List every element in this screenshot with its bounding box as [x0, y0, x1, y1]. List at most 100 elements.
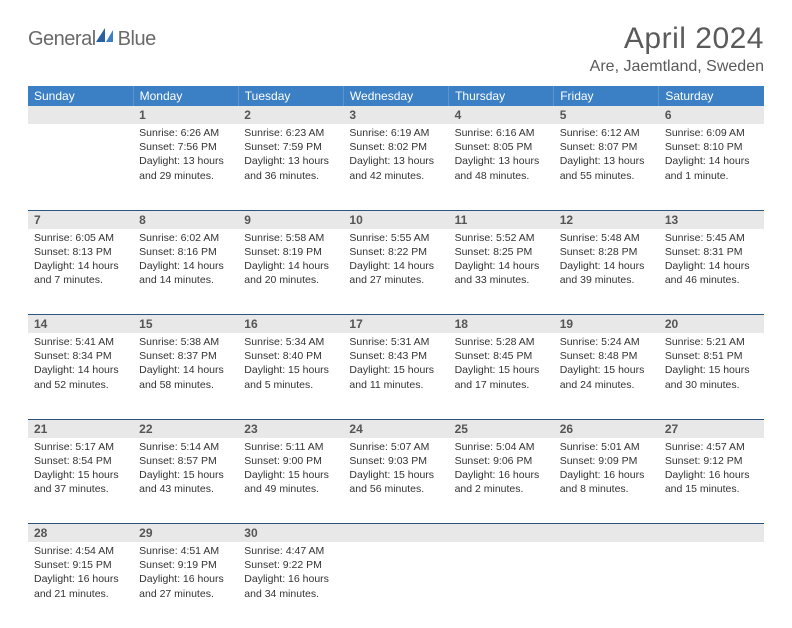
sunset-text: Sunset: 7:59 PM — [244, 140, 337, 154]
day-number-cell: 18 — [449, 315, 554, 334]
sunrise-text: Sunrise: 6:05 AM — [34, 231, 127, 245]
logo-text-1: General — [28, 28, 96, 51]
day-detail-cell: Sunrise: 4:54 AMSunset: 9:15 PMDaylight:… — [28, 542, 133, 628]
day-number-cell: 13 — [659, 210, 764, 229]
sunset-text: Sunset: 9:19 PM — [139, 558, 232, 572]
day-detail-cell: Sunrise: 6:09 AMSunset: 8:10 PMDaylight:… — [659, 124, 764, 210]
day-number-cell — [449, 524, 554, 543]
day-number-cell: 12 — [554, 210, 659, 229]
weekday-header: Wednesday — [343, 86, 448, 106]
day1-text: Daylight: 15 hours — [560, 363, 653, 377]
sunrise-text: Sunrise: 5:55 AM — [349, 231, 442, 245]
sunset-text: Sunset: 8:37 PM — [139, 349, 232, 363]
day2-text: and 56 minutes. — [349, 482, 442, 496]
day1-text: Daylight: 14 hours — [665, 154, 758, 168]
day-detail-cell: Sunrise: 5:31 AMSunset: 8:43 PMDaylight:… — [343, 333, 448, 419]
day1-text: Daylight: 15 hours — [34, 468, 127, 482]
day-number-cell: 22 — [133, 419, 238, 438]
sunset-text: Sunset: 8:13 PM — [34, 245, 127, 259]
sunrise-text: Sunrise: 6:16 AM — [455, 126, 548, 140]
day-number-cell: 20 — [659, 315, 764, 334]
day-number-cell: 26 — [554, 419, 659, 438]
sunset-text: Sunset: 7:56 PM — [139, 140, 232, 154]
day-number-row: 14151617181920 — [28, 315, 764, 334]
day1-text: Daylight: 14 hours — [244, 259, 337, 273]
day-number-cell — [554, 524, 659, 543]
day1-text: Daylight: 16 hours — [244, 572, 337, 586]
day-detail-cell: Sunrise: 5:34 AMSunset: 8:40 PMDaylight:… — [238, 333, 343, 419]
day1-text: Daylight: 16 hours — [455, 468, 548, 482]
day-number-cell: 15 — [133, 315, 238, 334]
day1-text: Daylight: 13 hours — [244, 154, 337, 168]
sunrise-text: Sunrise: 6:09 AM — [665, 126, 758, 140]
day1-text: Daylight: 15 hours — [665, 363, 758, 377]
sunset-text: Sunset: 8:02 PM — [349, 140, 442, 154]
day1-text: Daylight: 16 hours — [560, 468, 653, 482]
sunrise-text: Sunrise: 4:57 AM — [665, 440, 758, 454]
sunrise-text: Sunrise: 4:47 AM — [244, 544, 337, 558]
day-number-cell: 24 — [343, 419, 448, 438]
sunset-text: Sunset: 8:48 PM — [560, 349, 653, 363]
day1-text: Daylight: 14 hours — [34, 363, 127, 377]
day-number-cell: 4 — [449, 106, 554, 124]
sunset-text: Sunset: 8:19 PM — [244, 245, 337, 259]
day-number-cell: 11 — [449, 210, 554, 229]
day-detail-cell — [659, 542, 764, 628]
sunrise-text: Sunrise: 5:17 AM — [34, 440, 127, 454]
sunset-text: Sunset: 9:06 PM — [455, 454, 548, 468]
day2-text: and 48 minutes. — [455, 169, 548, 183]
sunset-text: Sunset: 8:10 PM — [665, 140, 758, 154]
day-detail-cell: Sunrise: 5:24 AMSunset: 8:48 PMDaylight:… — [554, 333, 659, 419]
day-detail-cell: Sunrise: 5:38 AMSunset: 8:37 PMDaylight:… — [133, 333, 238, 419]
day-detail-cell: Sunrise: 5:48 AMSunset: 8:28 PMDaylight:… — [554, 229, 659, 315]
day-detail-cell: Sunrise: 4:47 AMSunset: 9:22 PMDaylight:… — [238, 542, 343, 628]
month-title: April 2024 — [590, 22, 764, 56]
sunrise-text: Sunrise: 5:11 AM — [244, 440, 337, 454]
day-detail-cell: Sunrise: 5:14 AMSunset: 8:57 PMDaylight:… — [133, 438, 238, 524]
day2-text: and 30 minutes. — [665, 378, 758, 392]
day-detail-cell: Sunrise: 5:04 AMSunset: 9:06 PMDaylight:… — [449, 438, 554, 524]
sunrise-text: Sunrise: 5:52 AM — [455, 231, 548, 245]
day1-text: Daylight: 16 hours — [665, 468, 758, 482]
day1-text: Daylight: 15 hours — [349, 363, 442, 377]
day-number-cell: 21 — [28, 419, 133, 438]
day2-text: and 52 minutes. — [34, 378, 127, 392]
day-number-cell — [659, 524, 764, 543]
day-number-row: 21222324252627 — [28, 419, 764, 438]
sunrise-text: Sunrise: 6:23 AM — [244, 126, 337, 140]
day1-text: Daylight: 14 hours — [455, 259, 548, 273]
sunset-text: Sunset: 8:25 PM — [455, 245, 548, 259]
day1-text: Daylight: 15 hours — [244, 363, 337, 377]
day-number-cell: 27 — [659, 419, 764, 438]
day-detail-cell: Sunrise: 5:21 AMSunset: 8:51 PMDaylight:… — [659, 333, 764, 419]
day-detail-cell: Sunrise: 5:41 AMSunset: 8:34 PMDaylight:… — [28, 333, 133, 419]
day-detail-cell: Sunrise: 5:55 AMSunset: 8:22 PMDaylight:… — [343, 229, 448, 315]
sunset-text: Sunset: 8:40 PM — [244, 349, 337, 363]
day-number-cell: 17 — [343, 315, 448, 334]
day2-text: and 21 minutes. — [34, 587, 127, 601]
sunset-text: Sunset: 8:45 PM — [455, 349, 548, 363]
day2-text: and 49 minutes. — [244, 482, 337, 496]
day-detail-cell: Sunrise: 6:23 AMSunset: 7:59 PMDaylight:… — [238, 124, 343, 210]
sunrise-text: Sunrise: 5:41 AM — [34, 335, 127, 349]
sunrise-text: Sunrise: 4:54 AM — [34, 544, 127, 558]
sunrise-text: Sunrise: 6:26 AM — [139, 126, 232, 140]
sunset-text: Sunset: 8:34 PM — [34, 349, 127, 363]
logo: General Blue — [28, 28, 156, 51]
sunrise-text: Sunrise: 6:02 AM — [139, 231, 232, 245]
day1-text: Daylight: 15 hours — [139, 468, 232, 482]
day-number-cell: 6 — [659, 106, 764, 124]
sunrise-text: Sunrise: 5:14 AM — [139, 440, 232, 454]
day2-text: and 1 minute. — [665, 169, 758, 183]
day2-text: and 46 minutes. — [665, 273, 758, 287]
day-detail-cell: Sunrise: 6:02 AMSunset: 8:16 PMDaylight:… — [133, 229, 238, 315]
sunset-text: Sunset: 8:22 PM — [349, 245, 442, 259]
location-subtitle: Are, Jaemtland, Sweden — [590, 58, 764, 76]
day1-text: Daylight: 14 hours — [139, 363, 232, 377]
day1-text: Daylight: 13 hours — [349, 154, 442, 168]
day-detail-cell: Sunrise: 6:16 AMSunset: 8:05 PMDaylight:… — [449, 124, 554, 210]
day2-text: and 20 minutes. — [244, 273, 337, 287]
day1-text: Daylight: 14 hours — [139, 259, 232, 273]
sunset-text: Sunset: 9:22 PM — [244, 558, 337, 572]
sunrise-text: Sunrise: 4:51 AM — [139, 544, 232, 558]
